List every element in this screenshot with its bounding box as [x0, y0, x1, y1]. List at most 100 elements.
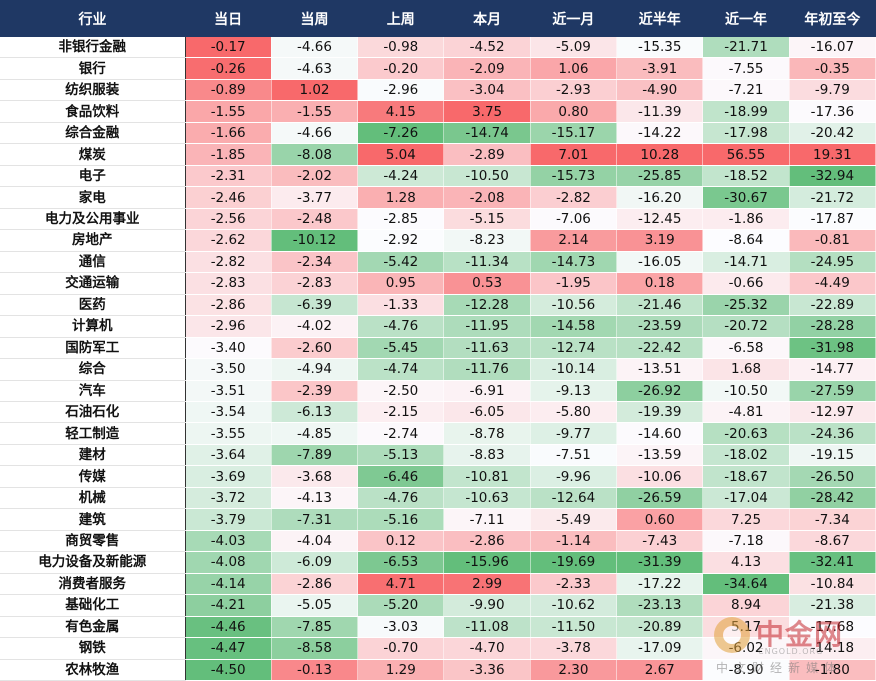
- value-cell: -24.95: [789, 251, 876, 274]
- value-cell: 5.04: [357, 143, 445, 166]
- row-label: 传媒: [0, 465, 186, 488]
- value-cell: -16.20: [616, 186, 704, 209]
- value-cell: -6.91: [443, 380, 531, 402]
- header-cell: 近一月: [530, 0, 617, 37]
- value-cell: -4.63: [271, 57, 359, 80]
- value-cell: -17.04: [702, 487, 790, 510]
- value-cell: -2.89: [443, 143, 531, 166]
- value-cell: -5.80: [530, 401, 618, 424]
- value-cell: -1.33: [357, 294, 445, 317]
- value-cell: -10.56: [530, 294, 618, 317]
- row-label: 电力设备及新能源: [0, 551, 186, 574]
- value-cell: -4.85: [271, 422, 359, 445]
- value-cell: -0.70: [357, 637, 445, 660]
- value-cell: 7.25: [702, 508, 790, 531]
- value-cell: -17.98: [702, 122, 790, 145]
- value-cell: -22.42: [616, 337, 704, 360]
- value-cell: -2.39: [271, 380, 359, 402]
- value-cell: -2.82: [530, 186, 618, 209]
- value-cell: -3.51: [185, 380, 272, 402]
- value-cell: 5.17: [702, 616, 790, 639]
- value-cell: -3.64: [185, 444, 272, 467]
- row-label: 综合: [0, 358, 186, 381]
- value-cell: -23.13: [616, 594, 704, 617]
- value-cell: -8.58: [271, 637, 359, 660]
- row-label: 煤炭: [0, 143, 186, 166]
- value-cell: -4.70: [443, 637, 531, 660]
- value-cell: -1.85: [185, 143, 272, 166]
- value-cell: -15.73: [530, 165, 618, 188]
- value-cell: -17.09: [616, 637, 704, 660]
- value-cell: -17.22: [616, 573, 704, 596]
- value-cell: -1.55: [185, 100, 272, 123]
- value-cell: -4.76: [357, 315, 445, 338]
- row-label: 交通运输: [0, 272, 186, 295]
- value-cell: -12.45: [616, 208, 704, 231]
- value-cell: -2.56: [185, 208, 272, 231]
- value-cell: -11.95: [443, 315, 531, 338]
- value-cell: -4.81: [702, 401, 790, 424]
- value-cell: -2.96: [357, 79, 445, 102]
- row-label: 房地产: [0, 229, 186, 252]
- value-cell: -2.46: [185, 186, 272, 209]
- value-cell: -0.17: [185, 37, 272, 59]
- table-row: 钢铁 -4.47 -8.58 -0.70 -4.70 -3.78 -17.09 -6.02 -1…: [0, 637, 876, 660]
- value-cell: -9.96: [530, 465, 618, 488]
- value-cell: -8.90: [702, 659, 790, 681]
- value-cell: -5.45: [357, 337, 445, 360]
- value-cell: -14.58: [530, 315, 618, 338]
- header-cell: 近一年: [702, 0, 790, 37]
- value-cell: -20.63: [702, 422, 790, 445]
- value-cell: -0.26: [185, 57, 272, 80]
- value-cell: -2.15: [357, 401, 445, 424]
- value-cell: -5.20: [357, 594, 445, 617]
- table-row: 机械 -3.72 -4.13 -4.76 -10.63 -12.64 -26.59 -17.0…: [0, 487, 876, 510]
- value-cell: -21.38: [789, 594, 876, 617]
- value-cell: -4.08: [185, 551, 272, 574]
- value-cell: -15.96: [443, 551, 531, 574]
- value-cell: -4.46: [185, 616, 272, 639]
- value-cell: -2.62: [185, 229, 272, 252]
- value-cell: -3.68: [271, 465, 359, 488]
- value-cell: 8.94: [702, 594, 790, 617]
- value-cell: -7.06: [530, 208, 618, 231]
- value-cell: 0.60: [616, 508, 704, 531]
- value-cell: 4.71: [357, 573, 445, 596]
- value-cell: -10.63: [443, 487, 531, 510]
- value-cell: -14.18: [789, 637, 876, 660]
- value-cell: -2.34: [271, 251, 359, 274]
- value-cell: -9.90: [443, 594, 531, 617]
- value-cell: -1.55: [271, 100, 359, 123]
- value-cell: 0.18: [616, 272, 704, 295]
- value-cell: -4.21: [185, 594, 272, 617]
- value-cell: -0.66: [702, 272, 790, 295]
- row-label: 通信: [0, 251, 186, 274]
- value-cell: -3.40: [185, 337, 272, 360]
- value-cell: -1.14: [530, 530, 618, 553]
- value-cell: -34.64: [702, 573, 790, 596]
- value-cell: -9.13: [530, 380, 618, 402]
- value-cell: -32.41: [789, 551, 876, 574]
- value-cell: -3.78: [530, 637, 618, 660]
- value-cell: -23.59: [616, 315, 704, 338]
- value-cell: -2.60: [271, 337, 359, 360]
- value-cell: -11.34: [443, 251, 531, 274]
- value-cell: -8.08: [271, 143, 359, 166]
- value-cell: -28.42: [789, 487, 876, 510]
- row-label: 综合金融: [0, 122, 186, 145]
- value-cell: 7.01: [530, 143, 618, 166]
- value-cell: 2.14: [530, 229, 618, 252]
- row-label: 建材: [0, 444, 186, 467]
- table-row: 有色金属 -4.46 -7.85 -3.03 -11.08 -11.50 -20.89 5.1…: [0, 616, 876, 639]
- value-cell: -4.02: [271, 315, 359, 338]
- value-cell: -2.85: [357, 208, 445, 231]
- table-row: 电力及公用事业 -2.56 -2.48 -2.85 -5.15 -7.06 -12.45 -1…: [0, 208, 876, 231]
- value-cell: -10.84: [789, 573, 876, 596]
- value-cell: -10.62: [530, 594, 618, 617]
- table-row: 食品饮料 -1.55 -1.55 4.15 3.75 0.80 -11.39 -18.99 -1…: [0, 100, 876, 123]
- value-cell: -25.85: [616, 165, 704, 188]
- header-cell: 当周: [271, 0, 358, 37]
- value-cell: -19.15: [789, 444, 876, 467]
- value-cell: -11.50: [530, 616, 618, 639]
